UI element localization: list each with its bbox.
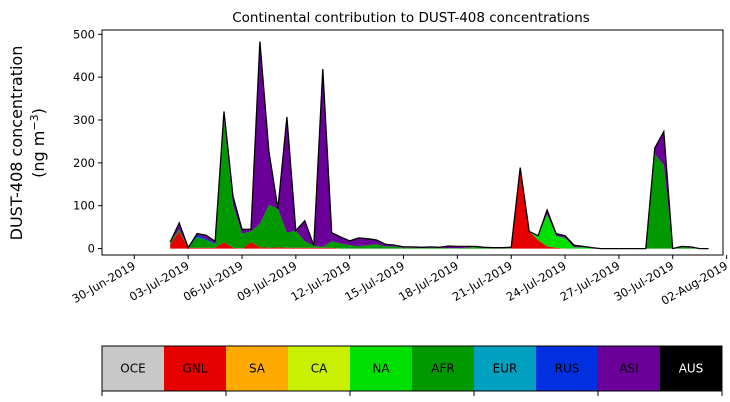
stacked-areas [169,41,709,250]
plot-frame [101,29,724,256]
x-axis: 30-Jun-201903-Jul-201906-Jul-201909-Jul-… [69,255,730,308]
x-tick-label: 21-Jul-2019 [450,258,515,303]
legend-label-sa: SA [249,362,266,376]
y-axis-unit-exponent: −3 [28,114,41,130]
legend-swatch-ca [288,346,350,391]
legend-swatch-eur [474,346,536,391]
y-tick-label: 100 [73,199,95,213]
chart-title: Continental contribution to DUST-408 con… [232,10,590,26]
legend-swatch-gnl [164,346,226,391]
legend-frame [101,345,723,392]
legend-label-oce: OCE [120,362,145,376]
y-axis: 0 100 200 300 400 500 [73,27,102,256]
y-tick-label: 0 [88,242,95,256]
y-tick-label: 500 [73,27,95,41]
legend-label-gnl: GNL [183,362,208,376]
legend-swatch-aus [660,346,722,391]
legend-swatch-oce [102,346,164,391]
legend-swatch-asi [598,346,660,391]
legend-label-asi: ASI [619,362,638,376]
area-afr [170,120,709,249]
legend: OCE GNL SA CA NA AFR EUR RUS ASI AUS [101,345,723,396]
y-axis-label-line2: (ng m−3) [28,108,49,178]
x-tick-label: 03-Jul-2019 [127,258,192,303]
x-tick-label: 18-Jul-2019 [396,258,461,303]
y-axis-unit-prefix: (ng m [29,131,48,178]
x-tick-label: 24-Jul-2019 [504,258,569,303]
x-tick-label: 06-Jul-2019 [181,258,246,303]
legend-swatch-na [350,346,412,391]
y-tick-label: 400 [73,70,95,84]
y-axis-label: DUST-408 concentration (ng m−3) [7,46,48,241]
x-tick-label: 30-Jun-2019 [69,258,137,306]
y-tick-label: 200 [73,156,95,170]
x-tick-label: 12-Jul-2019 [288,258,353,303]
legend-label-rus: RUS [555,362,580,376]
x-tick-label: 15-Jul-2019 [342,258,407,303]
legend-label-ca: CA [311,362,328,376]
legend-swatch-sa [226,346,288,391]
legend-label-eur: EUR [493,362,518,376]
x-tick-label: 09-Jul-2019 [235,258,300,303]
legend-swatch-rus [536,346,598,391]
y-tick-label: 300 [73,113,95,127]
legend-label-afr: AFR [431,362,454,376]
legend-label-aus: AUS [679,362,704,376]
y-axis-label-line1: DUST-408 concentration [7,46,26,241]
total-outline [169,41,709,250]
x-tick-label: 27-Jul-2019 [558,258,623,303]
y-axis-unit-suffix: ) [29,108,48,114]
legend-label-na: NA [372,362,390,376]
legend-swatch-afr [412,346,474,391]
